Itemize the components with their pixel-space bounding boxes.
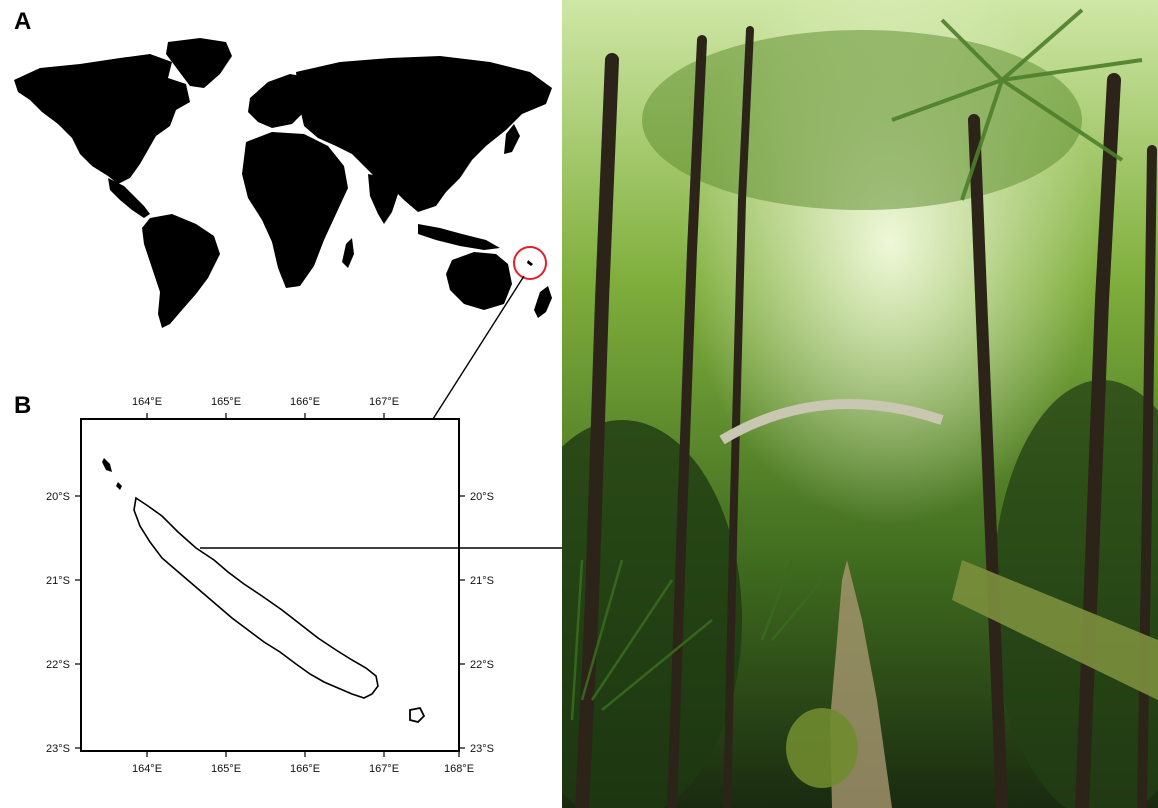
rainforest-photo xyxy=(562,0,1158,808)
tree-trunk-3 xyxy=(723,26,754,808)
central-america-landmass xyxy=(108,178,150,218)
new-zealand-landmass xyxy=(534,286,552,318)
lon-tick-bottom-3: 166°E xyxy=(290,763,320,775)
japan-landmass xyxy=(504,124,520,154)
tree-trunk-5 xyxy=(1075,73,1121,808)
lat-tick-left-1: 20°S xyxy=(46,491,70,503)
world-map xyxy=(14,38,552,328)
south-america-landmass xyxy=(142,214,220,328)
highlight-circle xyxy=(513,246,547,280)
panel-label-a: A xyxy=(14,8,32,35)
lon-tick-bottom-5: 168°E xyxy=(444,763,474,775)
isle-of-pines xyxy=(409,706,426,723)
lon-tick-top-2: 165°E xyxy=(211,396,241,408)
tree-trunk-2 xyxy=(667,35,707,808)
lon-tick-top-3: 166°E xyxy=(290,396,320,408)
lat-tick-left-3: 22°S xyxy=(46,659,70,671)
madagascar-landmass xyxy=(342,238,354,268)
lat-tick-left-2: 21°S xyxy=(46,575,70,587)
mossy-stump xyxy=(786,708,858,788)
lon-tick-bottom-2: 165°E xyxy=(211,763,241,775)
tree-trunk-4 xyxy=(968,114,1008,808)
new-caledonia-map: 164°E 165°E 166°E 167°E 164°E 165°E 166°… xyxy=(46,396,570,775)
top-axis-ticks xyxy=(146,413,385,419)
africa-landmass xyxy=(242,132,348,288)
lat-tick-right-3: 22°S xyxy=(470,659,494,671)
lat-tick-right-4: 23°S xyxy=(470,743,494,755)
side-axis-ticks xyxy=(75,495,465,749)
belep-islet xyxy=(116,482,122,490)
grande-terre-outline xyxy=(133,496,379,699)
lon-tick-bottom-1: 164°E xyxy=(132,763,162,775)
india-landmass xyxy=(368,174,398,224)
new-caledonia-dot xyxy=(527,260,533,266)
lon-tick-bottom-4: 167°E xyxy=(369,763,399,775)
bottom-axis-ticks xyxy=(146,751,460,757)
curved-branch xyxy=(719,399,944,445)
australia-landmass xyxy=(446,252,512,310)
asia-landmass xyxy=(296,56,552,212)
greenland-landmass xyxy=(166,38,232,88)
lat-tick-right-1: 20°S xyxy=(470,491,494,503)
lat-tick-right-2: 21°S xyxy=(470,575,494,587)
tree-trunk-1 xyxy=(575,53,619,808)
mossy-log xyxy=(952,560,1158,700)
lat-tick-left-4: 23°S xyxy=(46,743,70,755)
map-frame xyxy=(80,418,460,752)
tree-trunk-6 xyxy=(1137,145,1157,808)
panel-label-b: B xyxy=(14,392,32,419)
northern-islets xyxy=(102,458,112,472)
indonesia-landmass xyxy=(418,224,500,250)
lon-tick-top-4: 167°E xyxy=(369,396,399,408)
north-america-landmass xyxy=(14,54,190,184)
lon-tick-top-1: 164°E xyxy=(132,396,162,408)
